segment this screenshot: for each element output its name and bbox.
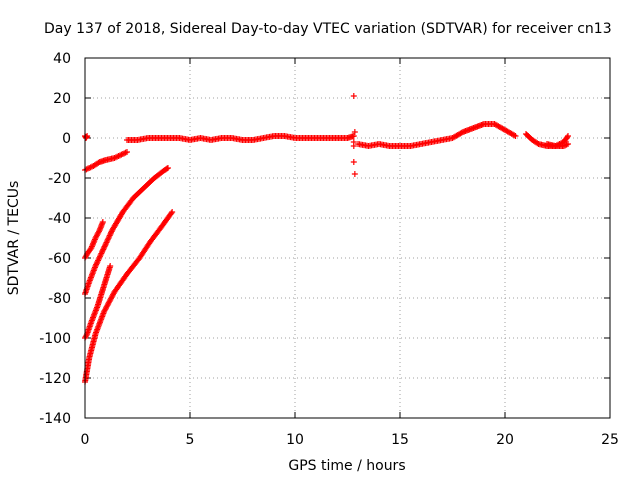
series-outliers: [350, 93, 358, 177]
axis-ticks: [84, 57, 611, 419]
x-tick-label: 10: [286, 432, 304, 448]
x-tick-label: 25: [601, 432, 619, 448]
y-tick-label: -20: [48, 171, 71, 187]
data-point: [94, 258, 101, 265]
x-tick-label: 20: [496, 432, 514, 448]
plot-frame: [84, 57, 611, 419]
x-tick-label: 15: [391, 432, 409, 448]
data-point: [512, 133, 519, 139]
data-point: [102, 240, 109, 247]
series-stable-early: [82, 133, 91, 141]
data-point: [99, 247, 106, 254]
data-point: [124, 149, 130, 155]
y-tick-label: -140: [39, 411, 71, 427]
data-point: [103, 239, 110, 246]
data-point: [104, 238, 111, 245]
data-point: [108, 229, 115, 236]
series-ramp-a: [82, 149, 130, 173]
data-point: [101, 243, 108, 250]
data-point: [95, 257, 102, 264]
data-point: [96, 254, 103, 261]
y-tick-label: 20: [53, 91, 71, 107]
data-point: [104, 236, 111, 243]
data-point: [93, 261, 100, 268]
y-tick-label: -80: [48, 291, 71, 307]
data-point: [95, 256, 102, 263]
data-point: [97, 253, 104, 260]
y-tick-labels: -140 -120 -100 -80 -60 -40 -20 0 20 40: [39, 51, 71, 427]
data-point: [109, 293, 116, 299]
y-tick-label: 0: [62, 131, 71, 147]
data-point: [83, 332, 90, 339]
data-point: [97, 251, 104, 258]
x-tick-label: 0: [81, 432, 90, 448]
data-point: [100, 245, 107, 251]
data-point: [100, 246, 107, 253]
y-tick-label: -60: [48, 251, 71, 267]
data-point: [95, 229, 102, 236]
data-points: [82, 93, 571, 385]
data-point: [350, 133, 357, 139]
series-late-tail: [544, 141, 571, 149]
data-point: [511, 132, 518, 139]
data-point: [350, 93, 357, 99]
data-point: [119, 151, 126, 157]
series-main-day: [124, 133, 357, 143]
data-point: [105, 235, 112, 242]
grid-lines: [85, 58, 610, 418]
data-point: [164, 165, 171, 171]
x-axis-label: GPS time / hours: [288, 458, 405, 474]
series-ramp-e: [82, 209, 176, 385]
data-point: [93, 260, 100, 267]
data-point: [351, 171, 358, 177]
data-point: [458, 129, 465, 136]
y-tick-label: -40: [48, 211, 71, 227]
y-tick-label: -100: [39, 331, 71, 347]
data-point: [108, 228, 115, 235]
series-ramp-c: [82, 165, 171, 297]
data-point: [350, 159, 357, 165]
data-point: [112, 154, 119, 161]
data-point: [102, 306, 109, 313]
data-point: [106, 232, 113, 239]
data-point: [105, 299, 112, 306]
data-point: [351, 129, 358, 135]
data-point: [564, 134, 571, 141]
series-ramp-b: [82, 219, 106, 261]
y-tick-label: 40: [53, 51, 71, 67]
data-point: [102, 242, 109, 249]
data-point: [96, 228, 102, 235]
data-point: [350, 143, 357, 149]
data-point: [98, 250, 105, 257]
data-point: [106, 233, 113, 240]
data-point: [565, 141, 571, 147]
data-point: [107, 231, 114, 238]
data-point: [562, 142, 569, 149]
x-tick-labels: 0 5 10 15 20 25: [81, 432, 619, 448]
data-point: [98, 249, 105, 256]
data-point: [169, 209, 176, 215]
x-tick-label: 5: [186, 432, 195, 448]
data-point: [99, 219, 106, 225]
data-point: [534, 140, 541, 147]
data-point: [107, 263, 114, 269]
data-point: [92, 263, 99, 269]
y-axis-label: SDTVAR / TECUs: [6, 181, 22, 296]
chart-title: Day 137 of 2018, Sidereal Day-to-day VTE…: [44, 21, 612, 37]
y-tick-label: -120: [39, 371, 71, 387]
data-point: [163, 165, 170, 172]
series-afternoon: [355, 121, 519, 149]
data-point: [84, 165, 91, 172]
data-point: [565, 133, 571, 139]
data-point: [168, 210, 175, 217]
series-ramp-d: [82, 263, 114, 341]
